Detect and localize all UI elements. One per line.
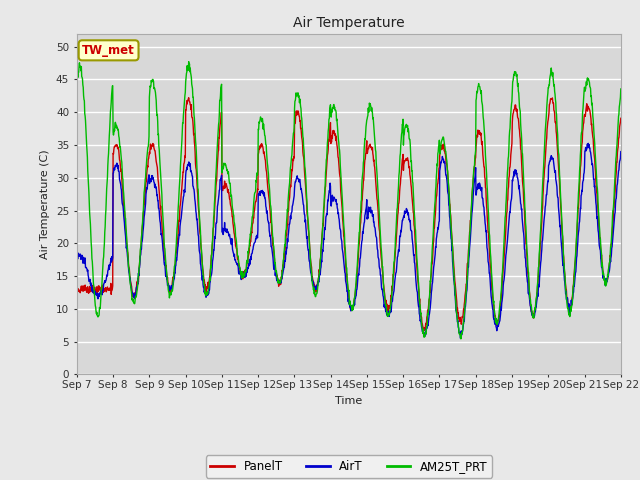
Legend: PanelT, AirT, AM25T_PRT: PanelT, AirT, AM25T_PRT [205,455,492,478]
AM25T_PRT [255,119,263,125]
AirT [194,229,202,235]
AirT [553,181,561,187]
AM25T_PRT [617,86,625,92]
PanelT [180,158,188,164]
AM25T_PRT [505,145,513,151]
AM25T_PRT [195,187,202,192]
PanelT [185,95,193,101]
AirT [505,222,513,228]
AM25T_PRT [457,336,465,342]
AM25T_PRT [180,99,188,105]
AirT [584,141,592,146]
AirT [457,336,465,341]
PanelT [255,146,263,152]
AirT [617,149,625,155]
AirT [73,257,81,263]
Y-axis label: Air Temperature (C): Air Temperature (C) [40,149,51,259]
AM25T_PRT [553,122,561,128]
PanelT [73,286,81,292]
PanelT [420,327,428,333]
AirT [255,192,262,197]
Title: Air Temperature: Air Temperature [293,16,404,30]
AM25T_PRT [434,163,442,168]
Text: TW_met: TW_met [82,44,135,57]
Line: AM25T_PRT: AM25T_PRT [77,61,621,339]
AM25T_PRT [73,83,81,89]
Line: AirT: AirT [77,144,621,338]
PanelT [195,202,202,207]
AirT [433,230,441,236]
PanelT [553,138,561,144]
AM25T_PRT [185,59,193,64]
Line: PanelT: PanelT [77,98,621,330]
PanelT [505,175,513,181]
PanelT [434,180,442,186]
X-axis label: Time: Time [335,396,362,406]
AirT [180,189,188,194]
PanelT [617,115,625,121]
